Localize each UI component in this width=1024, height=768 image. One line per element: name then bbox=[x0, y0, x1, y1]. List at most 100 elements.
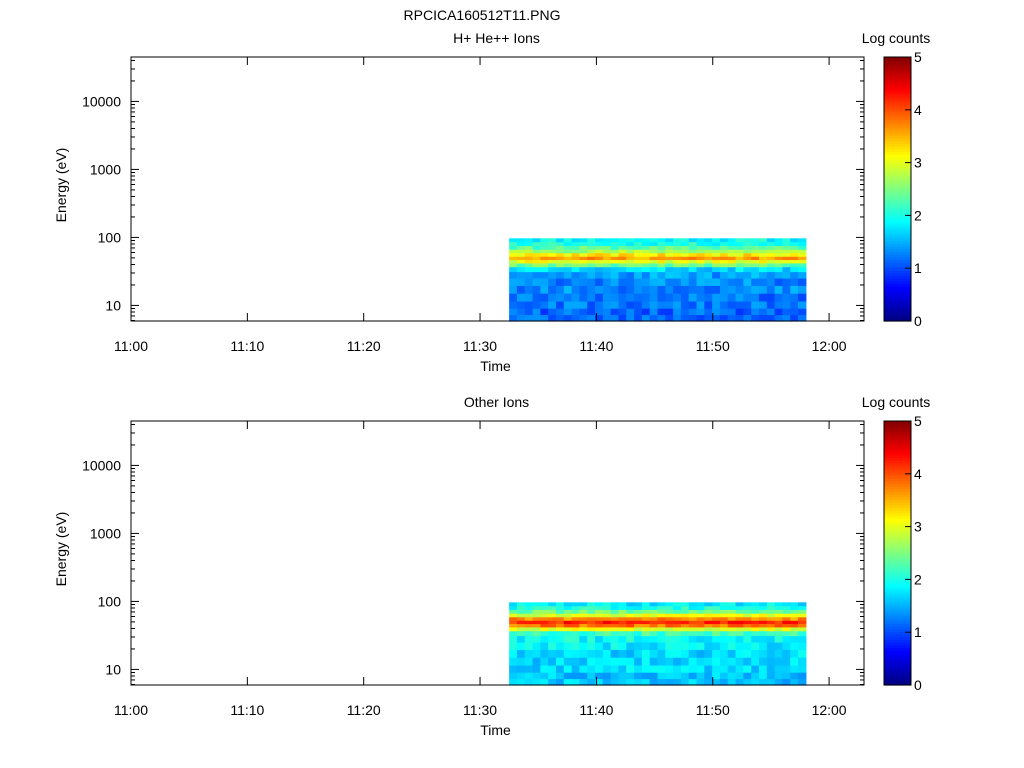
colorbar-segment bbox=[884, 91, 911, 95]
heatmap-cell bbox=[532, 679, 541, 686]
heatmap-cell bbox=[790, 301, 799, 310]
heatmap-cell bbox=[688, 606, 698, 611]
heatmap-cell bbox=[798, 613, 807, 618]
heatmap-cell bbox=[634, 293, 643, 303]
heatmap-cell bbox=[758, 672, 768, 680]
heatmap-cell bbox=[571, 301, 581, 310]
heatmap-cell bbox=[719, 649, 729, 659]
heatmap-cell bbox=[680, 301, 690, 310]
heatmap-cell bbox=[712, 256, 721, 261]
colorbar-tick-label: 4 bbox=[914, 102, 922, 118]
heatmap-cell bbox=[587, 293, 596, 303]
heatmap-cell bbox=[712, 665, 721, 674]
heatmap-cell bbox=[649, 245, 659, 251]
heatmap-cell bbox=[509, 620, 518, 625]
heatmap-cell bbox=[758, 308, 768, 316]
heatmap-cell bbox=[657, 609, 666, 615]
heatmap-cell bbox=[712, 308, 721, 316]
heatmap-cell bbox=[634, 620, 643, 625]
heatmap-cell bbox=[782, 238, 791, 243]
heatmap-cell bbox=[548, 620, 557, 625]
heatmap-cell bbox=[532, 613, 541, 618]
heatmap-cell bbox=[587, 285, 596, 295]
heatmap-cell bbox=[798, 278, 807, 287]
colorbar-segment bbox=[884, 608, 911, 612]
heatmap-cell bbox=[649, 256, 659, 261]
heatmap-cell bbox=[509, 672, 518, 680]
colorbar-segment bbox=[884, 505, 911, 509]
colorbar-segment bbox=[884, 62, 911, 66]
heatmap-cell bbox=[735, 679, 744, 686]
heatmap-cell bbox=[602, 602, 612, 607]
heatmap-cell bbox=[688, 293, 698, 303]
heatmap-cell bbox=[641, 267, 651, 273]
heatmap-cell bbox=[657, 672, 666, 680]
heatmap-cell bbox=[602, 679, 612, 686]
heatmap-cell bbox=[712, 649, 721, 659]
heatmap-cell bbox=[548, 609, 557, 615]
heatmap-cell bbox=[790, 620, 799, 625]
heatmap-cell bbox=[634, 631, 643, 637]
colorbar-segment bbox=[884, 431, 911, 435]
heatmap-cell bbox=[680, 249, 690, 254]
panel-title: Other Ions bbox=[464, 394, 529, 410]
heatmap-cell bbox=[540, 636, 549, 644]
heatmap-cell bbox=[618, 315, 627, 322]
heatmap-cell bbox=[571, 649, 581, 659]
heatmap-cell bbox=[641, 636, 651, 644]
colorbar-segment bbox=[884, 260, 911, 264]
heatmap-cell bbox=[798, 260, 807, 265]
heatmap-cell bbox=[641, 642, 651, 651]
heatmap-cell bbox=[758, 249, 768, 254]
heatmap-cell bbox=[540, 249, 549, 254]
heatmap-cell bbox=[571, 627, 581, 632]
heatmap-cell bbox=[579, 242, 588, 247]
heatmap-cell bbox=[774, 256, 783, 261]
heatmap-cell bbox=[649, 301, 659, 310]
colorbar-segment bbox=[884, 299, 911, 304]
colorbar-segment bbox=[884, 202, 911, 206]
heatmap-cell bbox=[790, 245, 799, 251]
heatmap-cell bbox=[563, 613, 573, 618]
colorbar-segment bbox=[884, 255, 911, 259]
heatmap-cell bbox=[696, 285, 705, 295]
heatmap-cell bbox=[555, 679, 565, 686]
colorbar-segment bbox=[884, 128, 911, 132]
heatmap-cell bbox=[626, 278, 635, 287]
heatmap-cell bbox=[673, 315, 682, 322]
heatmap-cell bbox=[516, 672, 526, 680]
colorbar-segment bbox=[884, 186, 911, 190]
heatmap-cell bbox=[602, 672, 612, 680]
heatmap-cell bbox=[540, 245, 549, 251]
heatmap-cell bbox=[696, 272, 705, 280]
heatmap-cell bbox=[516, 602, 526, 607]
heatmap-cell bbox=[602, 617, 612, 622]
heatmap-cell bbox=[774, 657, 783, 667]
heatmap-cell bbox=[626, 636, 635, 644]
heatmap-cell bbox=[587, 609, 596, 615]
heatmap-cell bbox=[649, 636, 659, 644]
colorbar-segment bbox=[884, 72, 911, 77]
heatmap-cell bbox=[782, 636, 791, 644]
heatmap-cell bbox=[719, 272, 729, 280]
heatmap-cell bbox=[571, 636, 581, 644]
heatmap-cell bbox=[649, 620, 659, 625]
colorbar-segment bbox=[884, 603, 911, 607]
heatmap-cell bbox=[626, 301, 635, 310]
heatmap-cell bbox=[704, 263, 713, 268]
heatmap-cell bbox=[665, 256, 674, 261]
heatmap-cell bbox=[798, 657, 807, 667]
heatmap-cell bbox=[516, 242, 526, 247]
heatmap-cell bbox=[704, 260, 713, 265]
heatmap-cell bbox=[563, 679, 573, 686]
heatmap-cell bbox=[665, 627, 674, 632]
heatmap-cell bbox=[587, 672, 596, 680]
heatmap-cell bbox=[758, 293, 768, 303]
heatmap-cell bbox=[673, 631, 682, 637]
heatmap-cell bbox=[555, 649, 565, 659]
heatmap-cell bbox=[696, 602, 705, 607]
heatmap-cell bbox=[649, 624, 659, 629]
heatmap-cell bbox=[618, 627, 627, 632]
colorbar-segment bbox=[884, 457, 911, 462]
y-tick-label: 10 bbox=[105, 297, 121, 313]
